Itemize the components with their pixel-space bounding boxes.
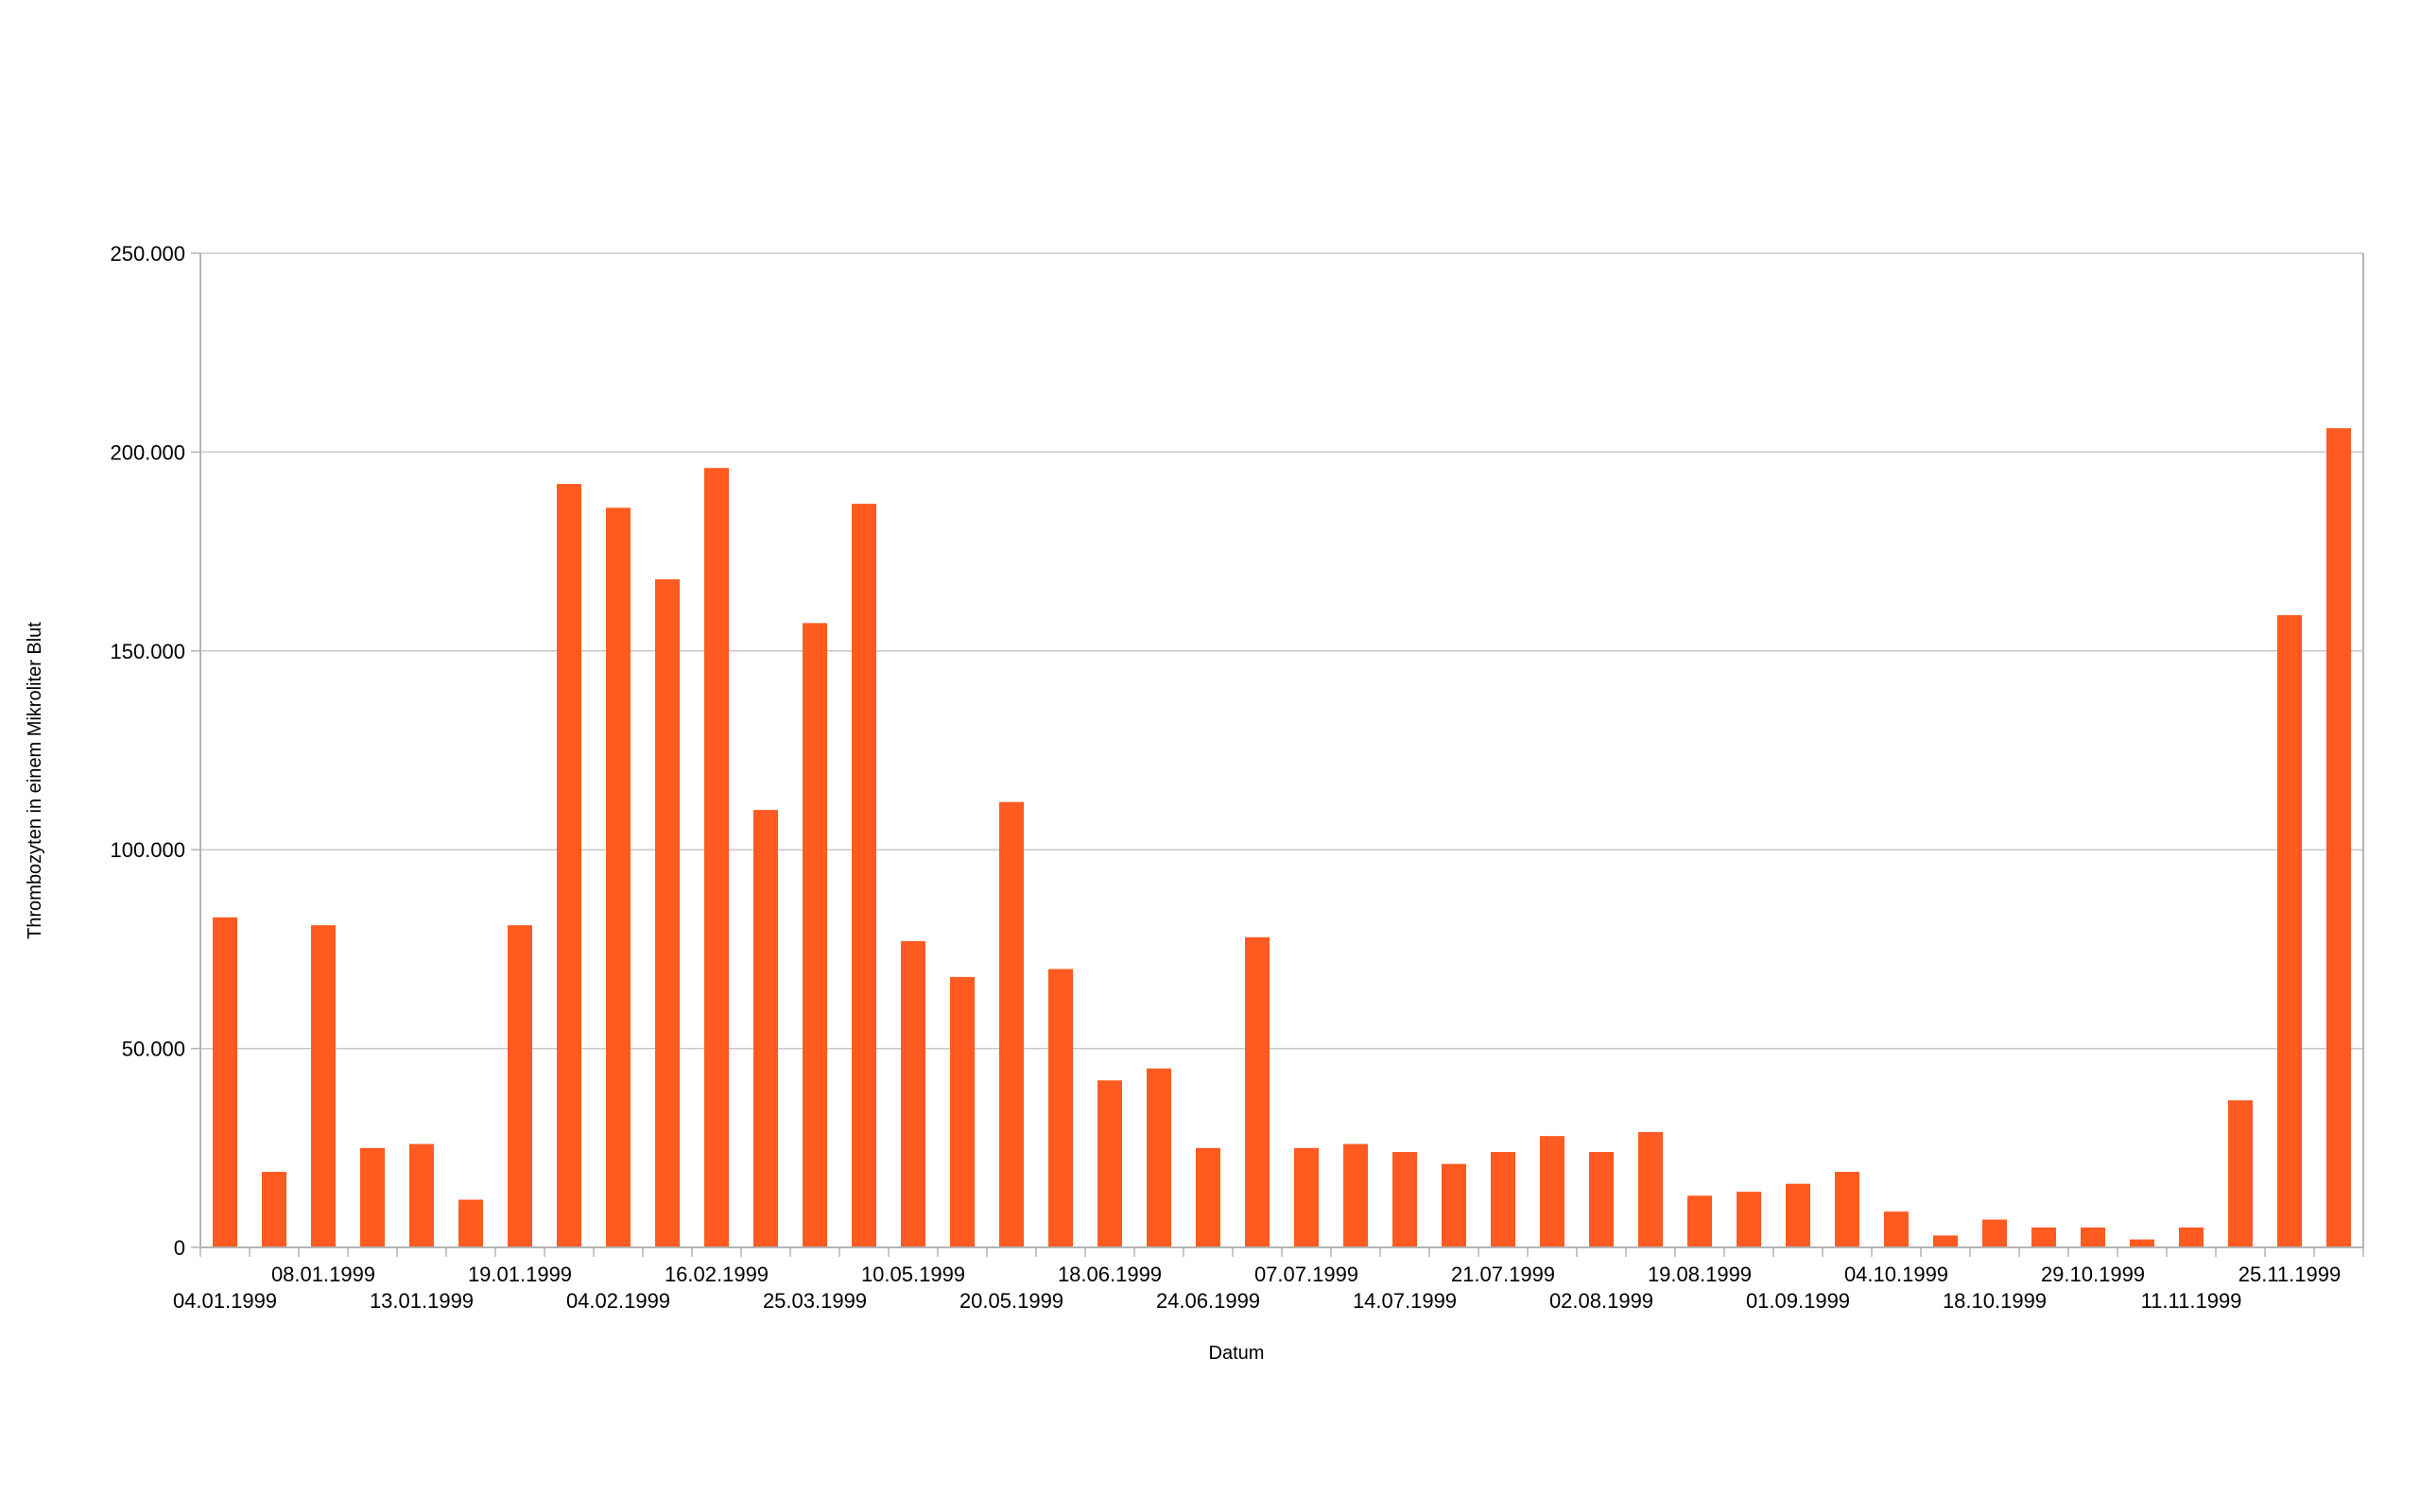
x-tick-label: 20.05.1999 — [959, 1289, 1063, 1313]
bar — [213, 917, 237, 1247]
bar — [1098, 1080, 1122, 1247]
y-axis-title: Thrombozyten in einem Mikroliter Blut — [25, 622, 45, 939]
x-tick-labels: 04.01.1999 08.01.1999 13.01.1999 19.01.1999… — [173, 1263, 2341, 1313]
x-tick-label: 18.10.1999 — [1943, 1289, 2047, 1313]
x-axis-title: Datum — [1209, 1343, 1265, 1364]
x-tick-label: 11.11.1999 — [2141, 1289, 2242, 1313]
bar — [655, 579, 680, 1247]
bar — [1687, 1195, 1712, 1247]
bar — [2228, 1100, 2253, 1247]
axes — [191, 252, 2364, 1257]
bar — [1343, 1143, 1368, 1247]
bar — [753, 810, 778, 1247]
y-tick-label: 100.000 — [110, 838, 185, 862]
x-tick-label: 21.07.1999 — [1451, 1263, 1555, 1286]
y-tick-label: 50.000 — [122, 1038, 185, 1061]
x-tick-label: 07.07.1999 — [1254, 1263, 1358, 1286]
y-tick-label: 250.000 — [110, 242, 185, 266]
bar — [950, 976, 975, 1247]
bar — [1884, 1211, 1909, 1247]
bar — [1196, 1147, 1220, 1247]
bar — [999, 801, 1024, 1247]
bar — [1737, 1192, 1761, 1247]
bar — [458, 1199, 483, 1247]
x-tick-label: 04.01.1999 — [173, 1289, 277, 1313]
y-tick-label: 200.000 — [110, 440, 185, 464]
bars — [213, 428, 2351, 1248]
y-tick-label: 150.000 — [110, 640, 185, 663]
bar — [1540, 1136, 1564, 1247]
bar — [2031, 1227, 2056, 1247]
bar — [1294, 1147, 1319, 1247]
x-tick-label: 19.01.1999 — [468, 1263, 572, 1286]
x-tick-label: 19.08.1999 — [1648, 1263, 1752, 1286]
x-tick-label: 25.03.1999 — [763, 1289, 867, 1313]
bar — [852, 504, 876, 1247]
x-tick-label: 13.01.1999 — [370, 1289, 474, 1313]
x-tick-label: 04.02.1999 — [566, 1289, 670, 1313]
bar — [2081, 1227, 2105, 1247]
bar — [360, 1147, 385, 1247]
bar — [606, 507, 631, 1247]
bar — [311, 925, 336, 1247]
x-tick-label: 02.08.1999 — [1549, 1289, 1653, 1313]
x-tick-label: 18.06.1999 — [1058, 1263, 1162, 1286]
y-tick-label: 0 — [174, 1236, 185, 1260]
bar — [2130, 1239, 2154, 1247]
bar — [2277, 614, 2302, 1247]
x-tick-label: 10.05.1999 — [861, 1263, 965, 1286]
bar — [1491, 1152, 1515, 1247]
bar — [557, 484, 581, 1247]
bar — [1786, 1183, 1810, 1247]
bar — [1835, 1172, 1859, 1247]
bar — [803, 623, 827, 1247]
bar — [1048, 969, 1073, 1247]
bar — [262, 1172, 286, 1247]
bar — [1638, 1131, 1663, 1247]
x-tick-label: 04.10.1999 — [1844, 1263, 1948, 1286]
bar — [1392, 1152, 1417, 1247]
x-tick-label: 16.02.1999 — [665, 1263, 769, 1286]
bar — [901, 940, 925, 1247]
bar — [508, 925, 532, 1247]
x-tick-label: 14.07.1999 — [1353, 1289, 1457, 1313]
bar — [704, 468, 729, 1247]
bar — [1245, 936, 1270, 1247]
x-tick-label: 01.09.1999 — [1746, 1289, 1850, 1313]
bar — [1147, 1068, 1171, 1247]
bar — [409, 1143, 434, 1247]
x-tick-label: 25.11.1999 — [2238, 1263, 2341, 1286]
x-tick-label: 24.06.1999 — [1156, 1289, 1260, 1313]
bar — [2179, 1227, 2204, 1247]
bar — [1442, 1163, 1466, 1247]
x-tick-label: 29.10.1999 — [2041, 1263, 2145, 1286]
bar — [1933, 1235, 1958, 1247]
bar — [2326, 428, 2351, 1248]
bar — [1982, 1219, 2007, 1247]
x-tick-label: 08.01.1999 — [271, 1263, 375, 1286]
bar — [1589, 1152, 1614, 1247]
y-tick-labels: 0 50.000 100.000 150.000 200.000 250.000 — [110, 242, 185, 1260]
